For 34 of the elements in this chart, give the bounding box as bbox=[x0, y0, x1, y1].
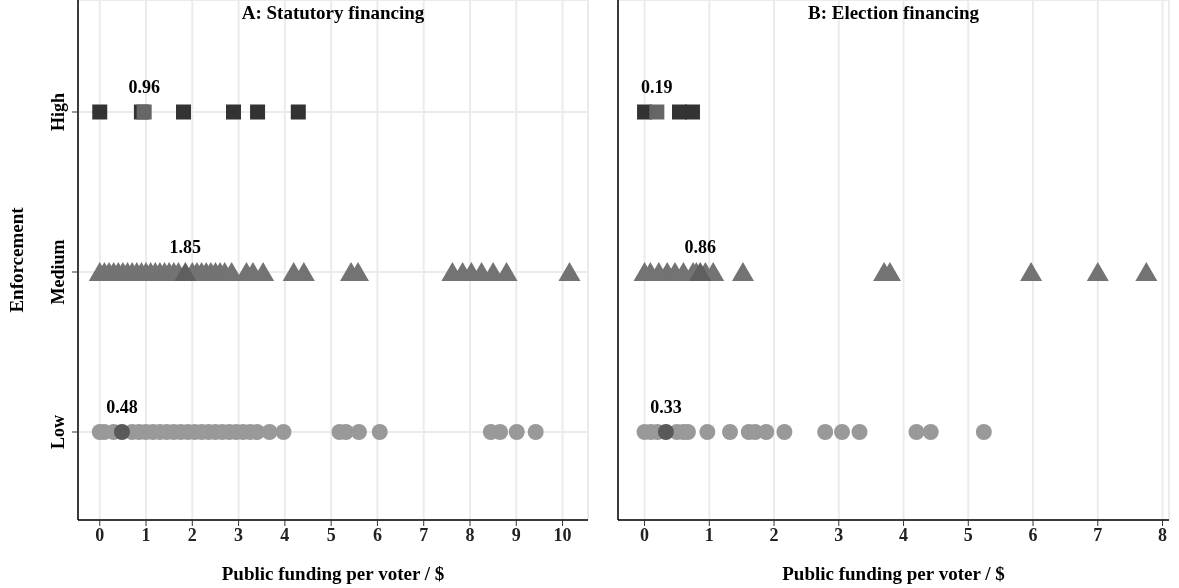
x-tick-label: 2 bbox=[769, 524, 779, 545]
x-tick-label: 1 bbox=[141, 524, 151, 545]
x-tick-label: 4 bbox=[280, 524, 290, 545]
x-axis-title: Public funding per voter / $ bbox=[221, 563, 445, 584]
data-label: 0.48 bbox=[106, 397, 138, 418]
x-tick-label: 5 bbox=[963, 524, 973, 545]
x-tick-label: 6 bbox=[1028, 524, 1038, 545]
x-tick-label: 0 bbox=[640, 524, 650, 545]
x-tick-label: 3 bbox=[234, 524, 244, 545]
x-tick-label: 10 bbox=[553, 524, 572, 545]
x-tick-label: 8 bbox=[465, 524, 475, 545]
x-tick-label: 4 bbox=[899, 524, 909, 545]
y-axis-title: Enforcement bbox=[5, 206, 27, 313]
y-tick-label: Low bbox=[48, 414, 69, 450]
x-tick-label: 9 bbox=[511, 524, 521, 545]
x-tick-label: 0 bbox=[95, 524, 105, 545]
data-label: 0.33 bbox=[650, 397, 682, 418]
x-tick-label: 6 bbox=[372, 524, 382, 545]
x-axis-title: Public funding per voter / $ bbox=[782, 563, 1005, 584]
y-tick-label: Medium bbox=[48, 239, 69, 305]
x-tick-label: 2 bbox=[187, 524, 197, 545]
x-tick-label: 5 bbox=[326, 524, 336, 545]
x-tick-label: 7 bbox=[419, 524, 429, 545]
x-tick-label: 1 bbox=[704, 524, 714, 545]
data-label: 0.19 bbox=[641, 77, 673, 98]
x-tick-label: 8 bbox=[1158, 524, 1168, 545]
chart-title: B: Election financing bbox=[807, 2, 980, 24]
x-tick-label: 3 bbox=[834, 524, 844, 545]
data-label: 0.96 bbox=[128, 77, 160, 98]
x-tick-label: 7 bbox=[1093, 524, 1103, 545]
chart-title: A: Statutory financing bbox=[240, 2, 426, 24]
y-tick-label: High bbox=[48, 92, 69, 132]
data-label: 0.86 bbox=[684, 237, 716, 258]
data-label: 1.85 bbox=[169, 237, 202, 258]
